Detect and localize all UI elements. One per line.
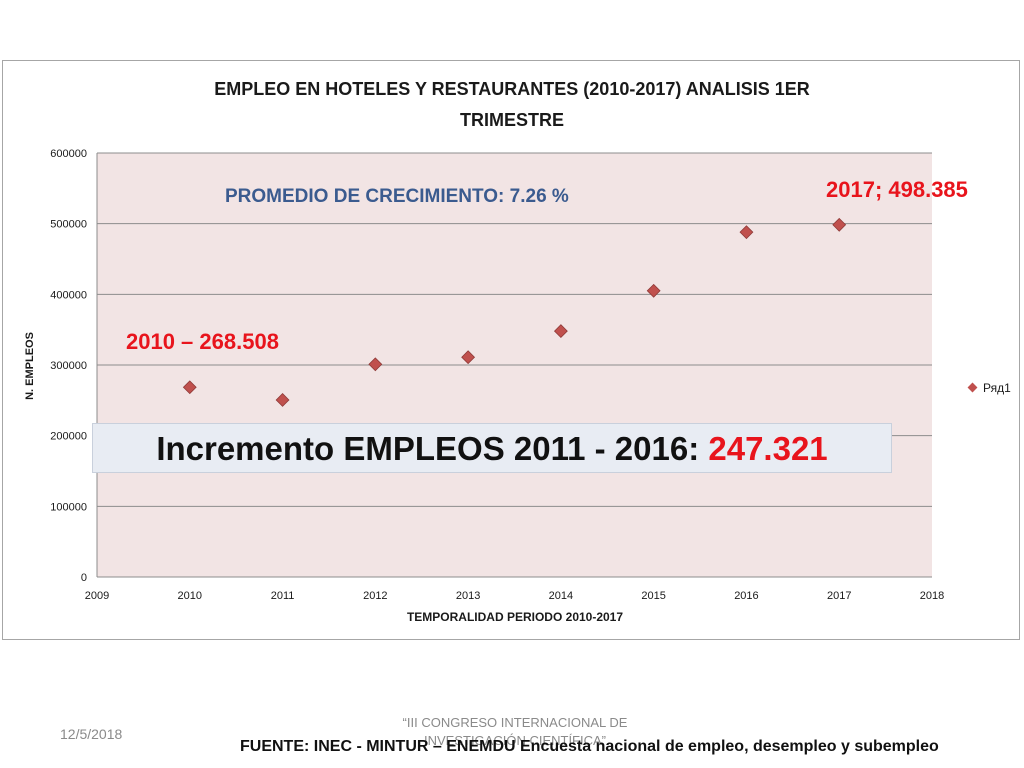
y-tick-label: 600000	[50, 148, 87, 160]
chart-title-line-1: EMPLEO EN HOTELES Y RESTAURANTES (2010-2…	[214, 79, 810, 99]
tick-labels: 0 100000 200000 300000 400000 500000 600000 200…	[50, 148, 944, 602]
congress-line-1: “III CONGRESO INTERNACIONAL DE	[402, 715, 628, 730]
x-tick-label: 2016	[734, 590, 758, 602]
data-point-2014	[553, 324, 568, 339]
increment-callout: Incremento EMPLEOS 2011 - 2016: 247.321	[92, 423, 892, 473]
footer-congress: “III CONGRESO INTERNACIONAL DE INVESTIGA…	[350, 714, 680, 750]
footer-source: FUENTE: INEC - MINTUR – ENEMDU Encuesta …	[240, 738, 939, 755]
label-2010: 2010 – 268.508	[126, 329, 279, 354]
x-tick-label: 2011	[271, 590, 295, 602]
x-tick-label: 2009	[85, 590, 109, 602]
legend: Ряд1	[967, 381, 1011, 395]
y-tick-label: 0	[81, 572, 87, 584]
footer-date: 12/5/2018	[60, 726, 123, 742]
y-axis-label: N. EMPLEOS	[24, 332, 36, 400]
legend-label: Ряд1	[983, 381, 1011, 395]
x-tick-label: 2012	[363, 590, 387, 602]
chart-frame: EMPLEO EN HOTELES Y RESTAURANTES (2010-2…	[2, 60, 1020, 640]
data-point-2017	[832, 217, 847, 232]
y-tick-label: 300000	[50, 360, 87, 372]
x-tick-label: 2017	[827, 590, 851, 602]
x-tick-label: 2018	[920, 590, 944, 602]
data-point-2016	[739, 225, 754, 240]
x-axis-label: TEMPORALIDAD PERIODO 2010-2017	[407, 610, 623, 624]
x-tick-label: 2010	[178, 590, 202, 602]
data-point-2011	[275, 393, 290, 407]
label-2017: 2017; 498.385	[826, 177, 968, 202]
scatter-chart: 0 100000 200000 300000 400000 500000 600000 200…	[24, 148, 1011, 624]
x-tick-label: 2013	[456, 590, 480, 602]
increment-prefix: Incremento EMPLEOS 2011 - 2016:	[156, 430, 709, 467]
increment-value: 247.321	[708, 430, 828, 467]
x-tick-label: 2014	[549, 590, 573, 602]
data-points	[182, 217, 847, 407]
y-tick-label: 200000	[50, 431, 87, 443]
y-tick-label: 100000	[50, 501, 87, 513]
data-point-2013	[461, 350, 476, 365]
x-tick-label: 2015	[641, 590, 665, 602]
chart-title-line-2: TRIMESTRE	[459, 110, 564, 130]
legend-marker	[967, 382, 978, 393]
axes	[96, 153, 932, 578]
y-tick-label: 500000	[50, 219, 87, 231]
congress-line-2: INVESTIGACIÓN CIENTÍFICA”	[423, 733, 606, 748]
promedio-annotation: PROMEDIO DE CRECIMIENTO: 7.26 %	[225, 186, 569, 207]
data-point-2012	[368, 357, 383, 372]
y-tick-label: 400000	[50, 289, 87, 301]
data-point-2015	[646, 283, 661, 298]
data-point-2010	[182, 380, 197, 395]
